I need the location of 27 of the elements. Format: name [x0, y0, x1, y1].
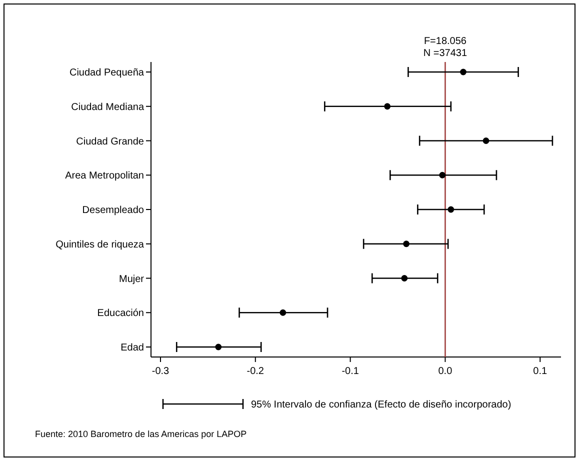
x-tick-label: -0.3: [152, 366, 170, 377]
point: [215, 344, 222, 350]
y-tick-label: Educación: [97, 308, 144, 320]
y-tick-label: Ciudad Pequeña: [69, 68, 144, 78]
point: [403, 240, 410, 248]
point: [280, 309, 286, 316]
x-tick-label: 0.0: [438, 366, 453, 377]
source-note: Fuente: 2010 Barometro de las Americas por LAPOP: [35, 429, 247, 439]
point: [439, 172, 446, 178]
text: F=18.056: [424, 36, 467, 47]
x-tick-label: -0.1: [342, 366, 360, 377]
point: [482, 138, 490, 144]
y-tick-label: Mujer: [118, 274, 145, 285]
x-tick-label: 0.1: [533, 366, 548, 377]
y-tick-label: Desempleado: [82, 205, 144, 216]
legend-label: 95% Intervalo de confianza (Efecto de diseño incorporado): [251, 400, 512, 410]
y-tick-label: Ciudad Grande: [76, 136, 144, 148]
point: [384, 103, 391, 110]
point: [460, 68, 466, 76]
text: N =37431: [423, 48, 468, 59]
y-tick-label: Ciudad Mediana: [71, 102, 144, 113]
y-tick-label: Edad: [120, 342, 144, 354]
y-tick-label: Area Metropolitan: [65, 170, 144, 182]
x-tick-label: -0.2: [246, 366, 264, 377]
y-tick-label: Quintiles de riqueza: [56, 239, 144, 250]
point: [401, 275, 408, 282]
point: [448, 206, 454, 213]
